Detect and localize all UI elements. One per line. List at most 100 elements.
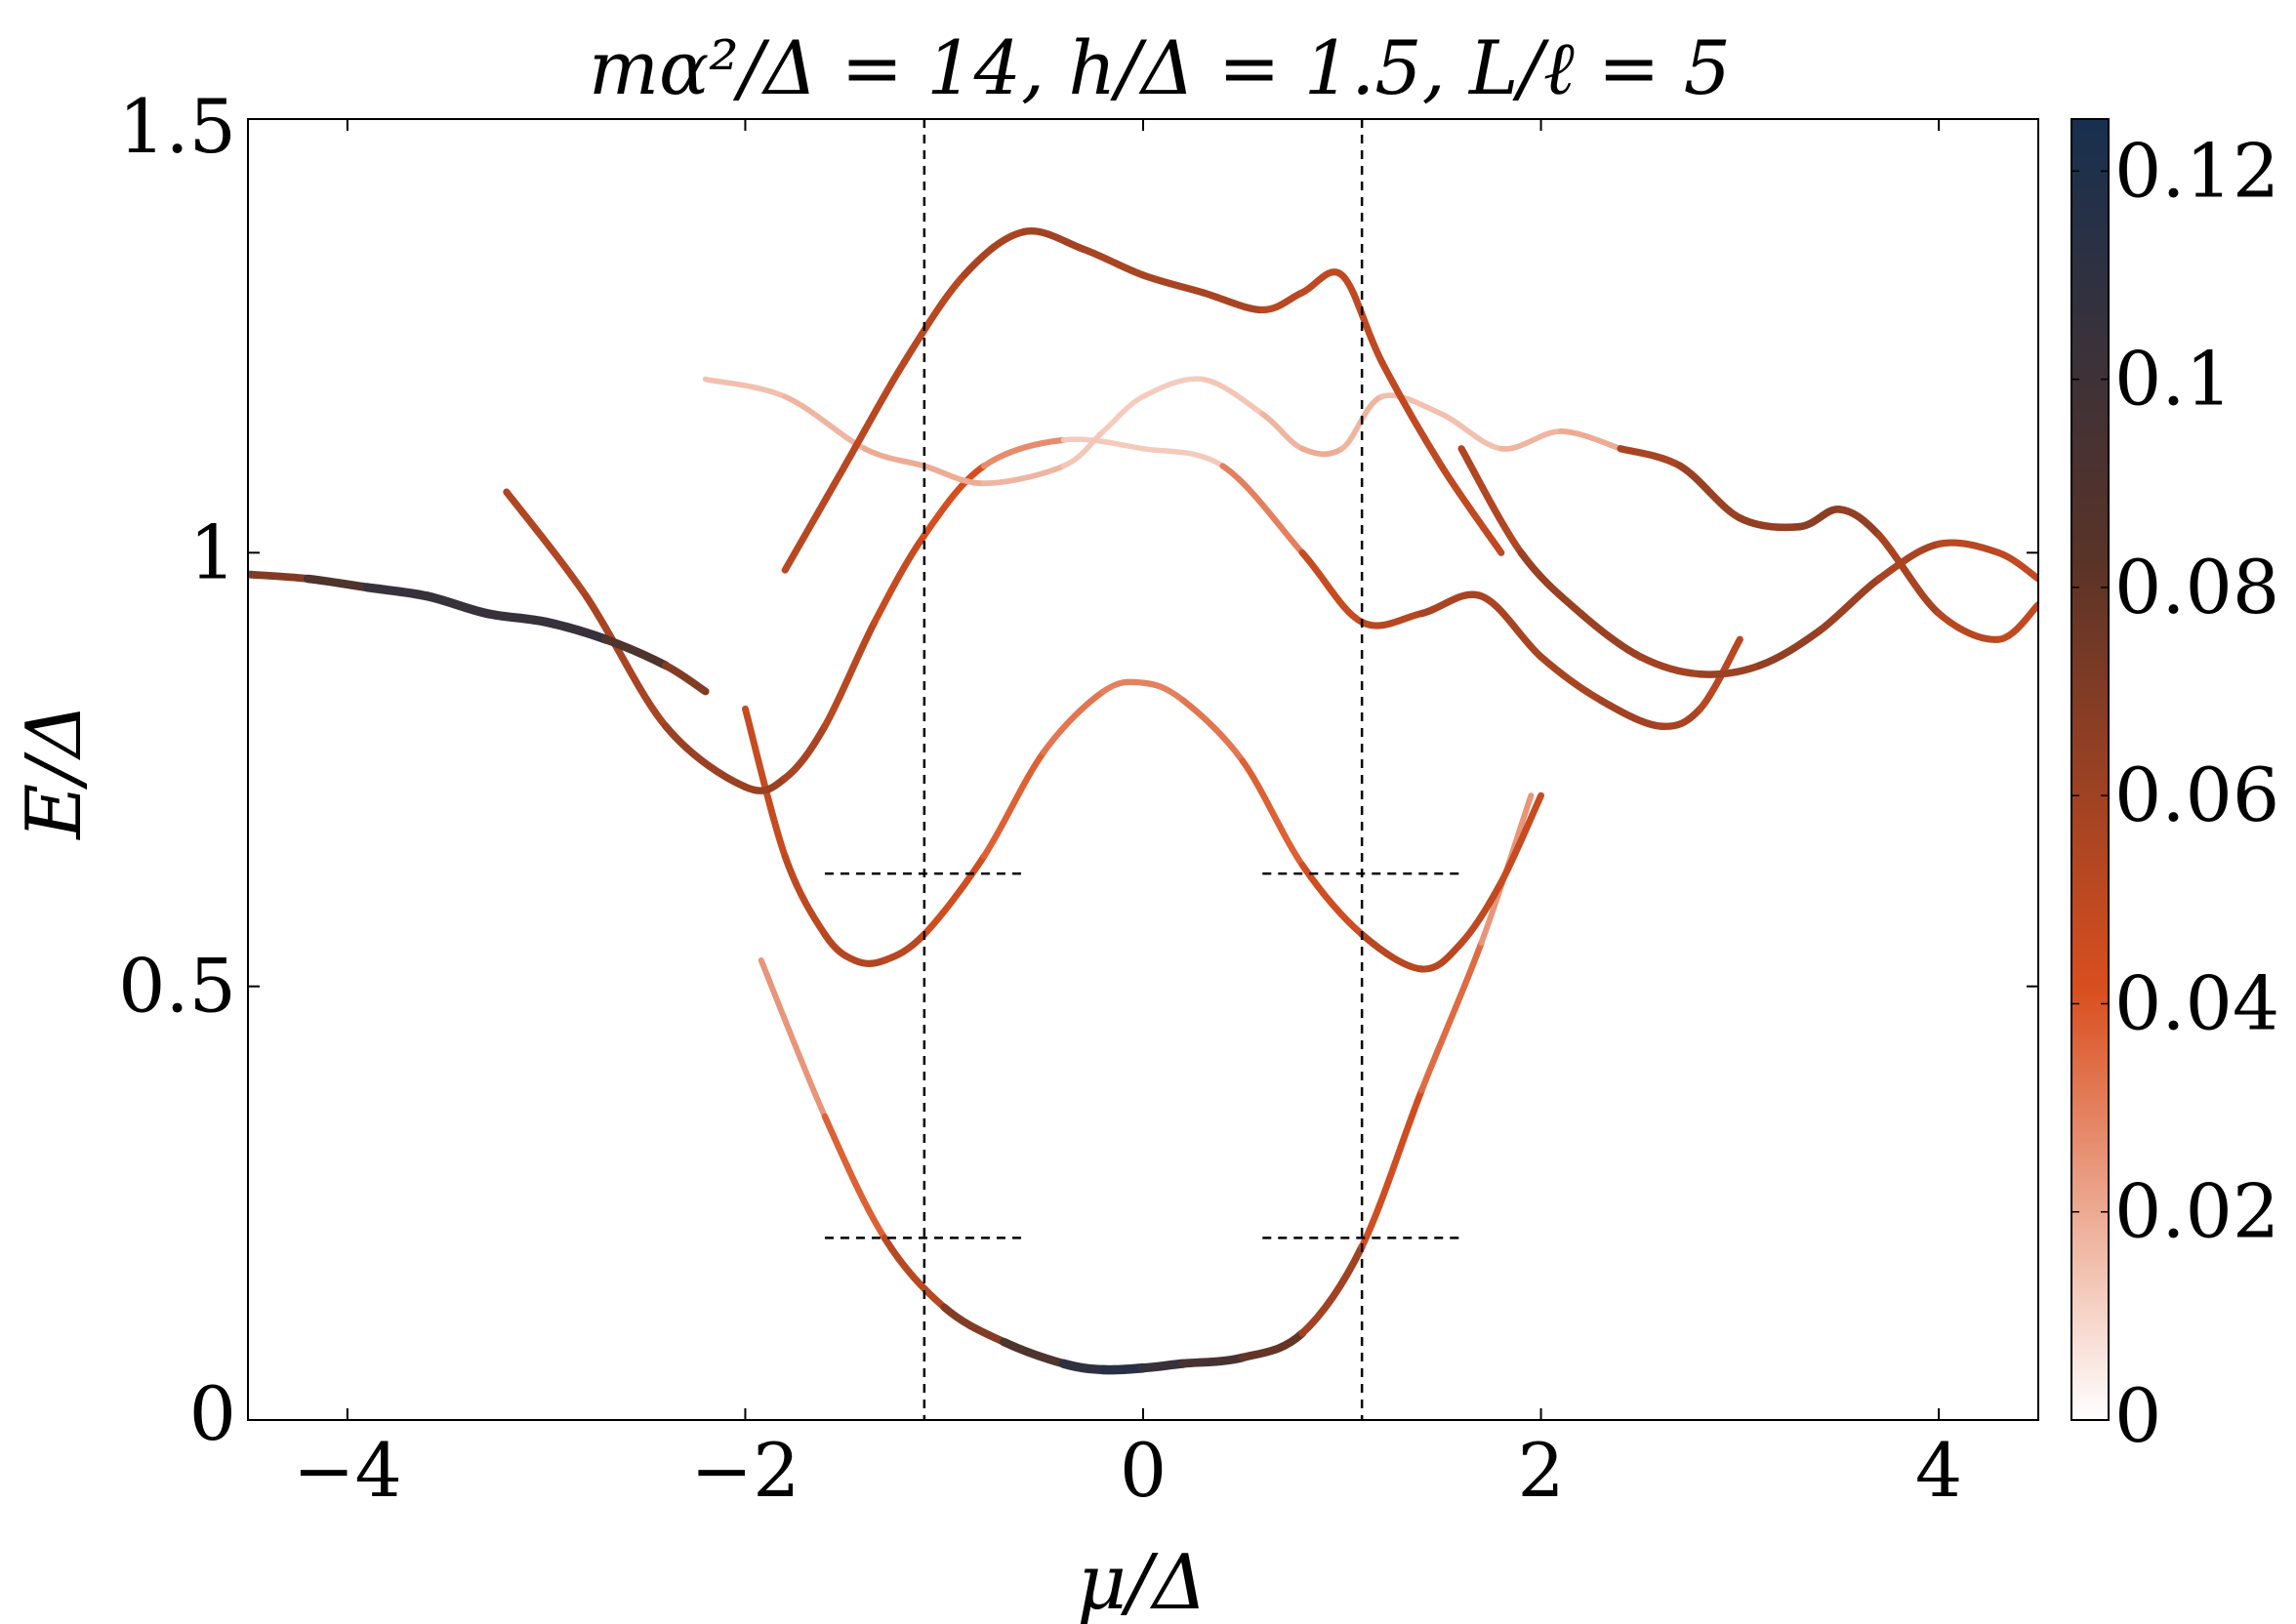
series-1-segment <box>1238 1329 1307 1362</box>
series-7-segment <box>1577 609 1645 661</box>
series-2-segment <box>850 956 888 967</box>
series-7-segment <box>1636 653 1704 678</box>
series-5-segment <box>1060 428 1107 469</box>
series-1-segment <box>1358 1086 1425 1250</box>
series-3-segment <box>821 618 879 730</box>
series-4-segment <box>662 661 710 696</box>
series-6-segment <box>1378 358 1446 469</box>
colorbar-tick-label: 0.12 <box>2114 127 2279 214</box>
x-tick-label: −2 <box>690 1427 800 1514</box>
reference-lines <box>824 119 1462 1420</box>
colorbar: 0 0.02 0.04 0.06 0.08 0.1 0.12 <box>2070 118 2279 1459</box>
series-2-segment <box>1497 792 1545 886</box>
series-2-segment <box>741 705 789 860</box>
series-1-segment <box>1418 940 1485 1094</box>
series-5-segment <box>1100 393 1146 434</box>
series-1-segment <box>1000 1337 1068 1368</box>
colorbar-tick-label: 0.02 <box>2114 1168 2279 1255</box>
colorbar-gradient <box>2070 118 2110 1421</box>
chart-title: mα²/Δ = 14, h/Δ = 1.5, L/ℓ = 5 <box>589 24 1731 111</box>
series-8 <box>1617 445 2038 643</box>
y-axis-ticks: 0 0.5 1 1.5 <box>118 83 2038 1457</box>
x-axis-ticks: −4 −2 0 2 4 <box>293 119 1962 1514</box>
colorbar-ticks: 0 0.02 0.04 0.06 0.08 0.1 0.12 <box>2071 127 2279 1459</box>
series-7-segment <box>1994 548 2038 583</box>
series-5-segment <box>1140 376 1206 400</box>
series-7 <box>1457 445 2038 678</box>
x-axis-label: μ/Δ <box>1077 1539 1207 1624</box>
series-2-segment <box>881 930 928 964</box>
series-4-segment <box>481 608 552 628</box>
colorbar-tick-label: 0.1 <box>2114 336 2233 423</box>
series-5-segment <box>1497 428 1564 452</box>
y-axis-label: E/Δ <box>11 703 99 841</box>
series-5-segment <box>1299 445 1345 458</box>
series-3-segment <box>921 463 988 539</box>
series-4-segment <box>601 634 671 670</box>
series-3-segment <box>1537 653 1605 705</box>
series-3-segment <box>1657 705 1704 730</box>
series-3-segment <box>1358 609 1425 629</box>
colorbar-tick-label: 0.04 <box>2114 959 2279 1046</box>
series-1-segment <box>1178 1353 1248 1368</box>
series-4-segment <box>542 617 611 644</box>
y-tick-label: 1.5 <box>118 83 236 170</box>
plot-area: −4 −2 0 2 4 0 0.5 1 1.5 <box>118 83 2039 1514</box>
series-1-segment <box>1138 1359 1188 1373</box>
series-layer <box>248 227 2038 1375</box>
series-8-segment <box>1676 462 1744 522</box>
y-tick-label: 1 <box>189 508 236 595</box>
series-2-segment <box>1358 930 1425 973</box>
series-8-segment <box>1875 531 1943 618</box>
series-4-segment <box>362 583 431 601</box>
series-6-segment <box>960 227 1028 279</box>
series-5-segment <box>1259 411 1305 452</box>
series-6-segment <box>781 462 848 574</box>
series-2-segment <box>1298 861 1366 938</box>
series-2-segment <box>1139 679 1186 704</box>
series-5-segment <box>1378 392 1445 417</box>
series-2-segment <box>1100 678 1147 695</box>
series-3-segment <box>1140 445 1226 469</box>
series-2 <box>741 678 1545 973</box>
colorbar-tick-label: 0.06 <box>2114 751 2279 838</box>
series-1-segment <box>821 1113 888 1241</box>
series-8-segment <box>1736 513 1804 532</box>
series-8-segment <box>1935 609 2002 643</box>
series-3-segment <box>1477 592 1545 661</box>
series-7-segment <box>1696 662 1764 678</box>
series-7-segment <box>1935 539 2002 556</box>
series-5-segment <box>981 463 1067 487</box>
series-6-segment <box>840 358 909 470</box>
series-2-segment <box>1457 878 1505 947</box>
series-2-segment <box>1417 939 1465 973</box>
series-5-segment <box>702 376 788 400</box>
series-2-segment <box>781 852 829 938</box>
series-3-segment <box>1596 696 1664 730</box>
series-2-segment <box>1179 697 1247 764</box>
series-6-segment <box>1020 227 1087 253</box>
series-7-segment <box>1875 540 1943 583</box>
x-tick-label: −4 <box>293 1427 402 1514</box>
series-8-segment <box>1617 445 1684 470</box>
series-3-segment <box>781 722 829 783</box>
series-3-segment <box>1060 436 1146 452</box>
series-7-segment <box>1457 445 1525 556</box>
x-tick-label: 4 <box>1915 1427 1962 1514</box>
series-5-segment <box>1438 411 1504 452</box>
y-tick-label: 0.5 <box>118 943 236 1030</box>
series-8-segment <box>1994 601 2038 643</box>
colorbar-tick-label: 0.08 <box>2114 544 2279 630</box>
series-4-segment <box>303 574 372 592</box>
series-3-segment <box>1298 548 1366 626</box>
series-3-segment <box>582 592 670 730</box>
series-3-segment <box>741 774 789 794</box>
series-1-segment <box>758 957 828 1119</box>
series-3-segment <box>980 436 1067 469</box>
series-2-segment <box>1239 757 1306 869</box>
series-3-segment <box>871 532 928 626</box>
series-3-segment <box>662 722 750 792</box>
series-7-segment <box>1816 575 1883 635</box>
series-5-segment <box>921 463 987 487</box>
